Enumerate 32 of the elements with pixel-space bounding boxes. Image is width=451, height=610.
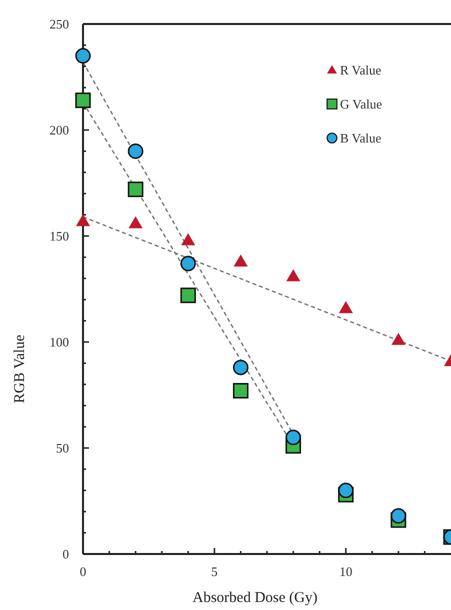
point [234,254,248,266]
point [128,143,144,159]
point [232,360,248,376]
point [286,269,300,282]
legend-label: G Value [340,96,382,112]
point [338,482,354,498]
y-tick-label: 100 [50,334,69,350]
point [128,182,144,198]
point [128,216,143,228]
y-tick-label: 150 [50,228,69,244]
x-tick-label: 10 [339,564,352,579]
x-axis-title: Absorbed Dose (Gy) [192,590,318,606]
point [75,92,91,108]
point [286,430,302,446]
legend-label: B Value [340,130,382,146]
y-tick-label: 0 [62,546,69,562]
y-tick-label: 250 [50,16,69,32]
point [75,48,91,64]
point [390,508,406,524]
x-tick-label: 5 [211,564,218,579]
x-tick-label: 0 [80,564,86,579]
point [76,214,90,226]
legend-label: R Value [340,62,382,78]
point [180,256,196,272]
point [338,301,353,314]
point [232,383,248,399]
point [181,233,196,246]
point [180,288,196,304]
y-axis-title: RGB Value [12,334,28,404]
y-tick-label: 200 [50,122,69,138]
y-tick-label: 50 [56,440,69,456]
point [391,332,406,345]
